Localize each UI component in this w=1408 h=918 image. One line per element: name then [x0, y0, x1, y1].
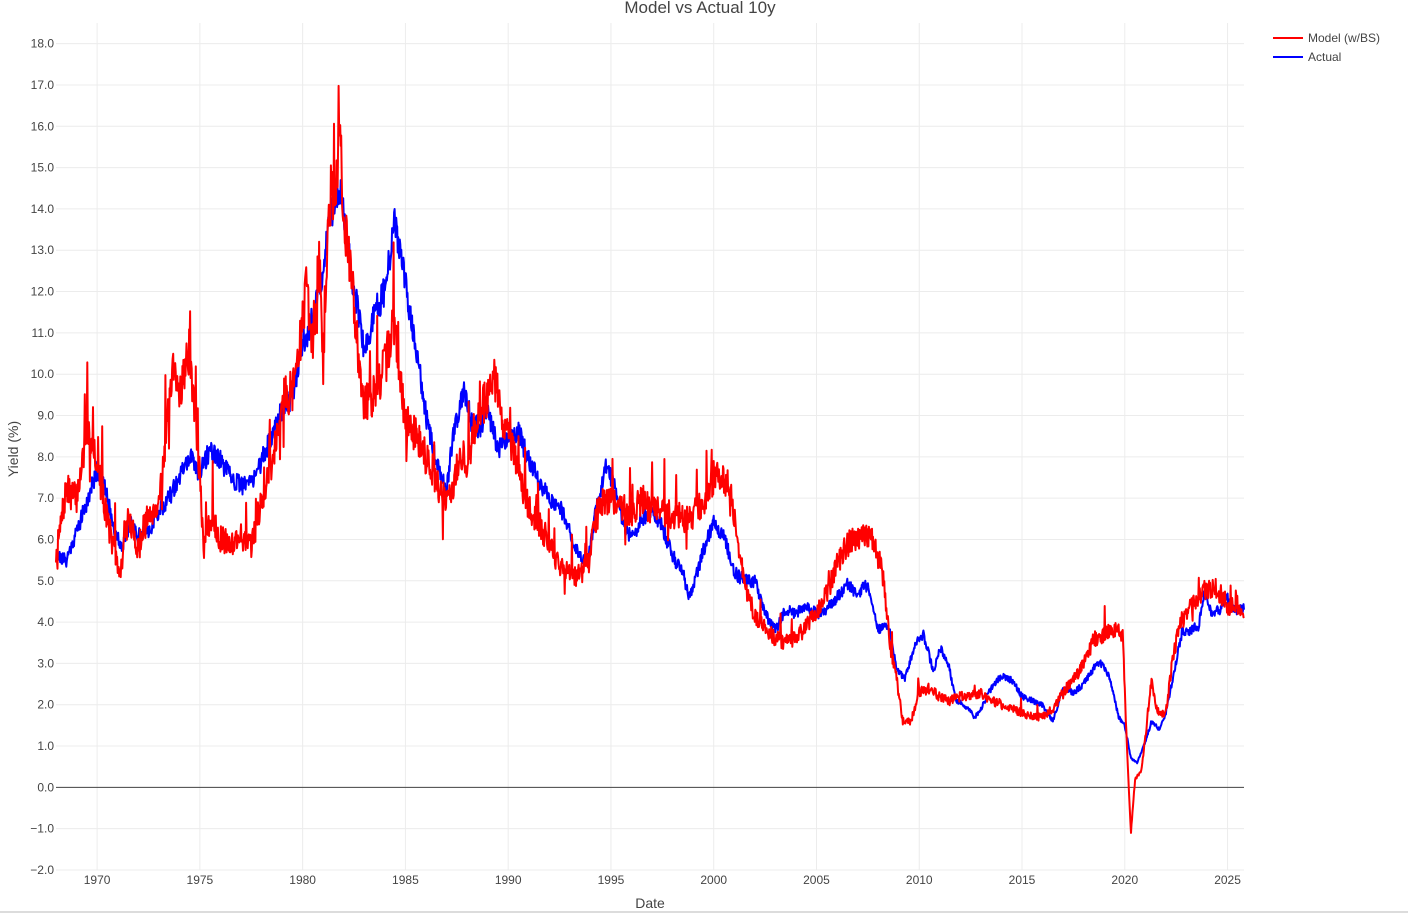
legend-item-actual[interactable]: Actual	[1273, 50, 1341, 64]
y-tick-label: 16.0	[31, 119, 55, 133]
x-tick-label: 1995	[598, 873, 625, 887]
x-tick-label: 2005	[803, 873, 830, 887]
y-tick-label: 7.0	[37, 491, 54, 505]
y-tick-label: 10.0	[31, 367, 55, 381]
series-line-model[interactable]	[55, 84, 1245, 834]
y-tick-label: 13.0	[31, 243, 55, 257]
x-axis-ticks: 1970 1975 1980 1985 1990 1995 2000 2005 2010 2015…	[84, 873, 1241, 887]
y-tick-label: 18.0	[31, 37, 55, 51]
x-axis-title: Date	[635, 895, 665, 911]
y-tick-label: 4.0	[37, 615, 54, 629]
y-tick-label: 12.0	[31, 285, 55, 299]
x-tick-label: 2015	[1009, 873, 1036, 887]
legend-item-model[interactable]: Model (w/BS)	[1273, 31, 1380, 45]
y-tick-label: −2.0	[30, 863, 54, 877]
y-axis-title: Yield (%)	[5, 421, 21, 477]
y-tick-label: 5.0	[37, 574, 54, 588]
x-tick-label: 2025	[1214, 873, 1241, 887]
y-tick-label: 6.0	[37, 532, 54, 546]
y-tick-label: 14.0	[31, 202, 55, 216]
y-tick-label: 17.0	[31, 78, 55, 92]
x-tick-label: 2010	[906, 873, 933, 887]
x-tick-label: 1975	[187, 873, 214, 887]
y-tick-label: −1.0	[30, 822, 54, 836]
x-tick-label: 1970	[84, 873, 111, 887]
y-tick-label: 2.0	[37, 698, 54, 712]
y-tick-label: 3.0	[37, 656, 54, 670]
legend[interactable]: Model (w/BS) Actual	[1273, 31, 1380, 64]
x-tick-label: 1985	[392, 873, 419, 887]
series-lines	[55, 84, 1245, 834]
x-tick-label: 1990	[495, 873, 522, 887]
y-tick-label: 8.0	[37, 450, 54, 464]
chart-title: Model vs Actual 10y	[624, 0, 776, 17]
x-tick-label: 1980	[289, 873, 316, 887]
y-tick-label: 15.0	[31, 161, 55, 175]
legend-label-model: Model (w/BS)	[1308, 31, 1380, 45]
bottom-border	[0, 911, 1408, 913]
y-tick-label: 0.0	[37, 780, 54, 794]
y-tick-label: 9.0	[37, 409, 54, 423]
y-tick-label: 1.0	[37, 739, 54, 753]
y-axis-ticks: −2.0 −1.0 0.0 1.0 2.0 3.0 4.0 5.0 6.0 7.0 8.0 9.0 10…	[30, 37, 54, 877]
x-tick-label: 2020	[1111, 873, 1138, 887]
x-tick-label: 2000	[700, 873, 727, 887]
legend-label-actual: Actual	[1308, 50, 1341, 64]
y-tick-label: 11.0	[32, 326, 55, 340]
